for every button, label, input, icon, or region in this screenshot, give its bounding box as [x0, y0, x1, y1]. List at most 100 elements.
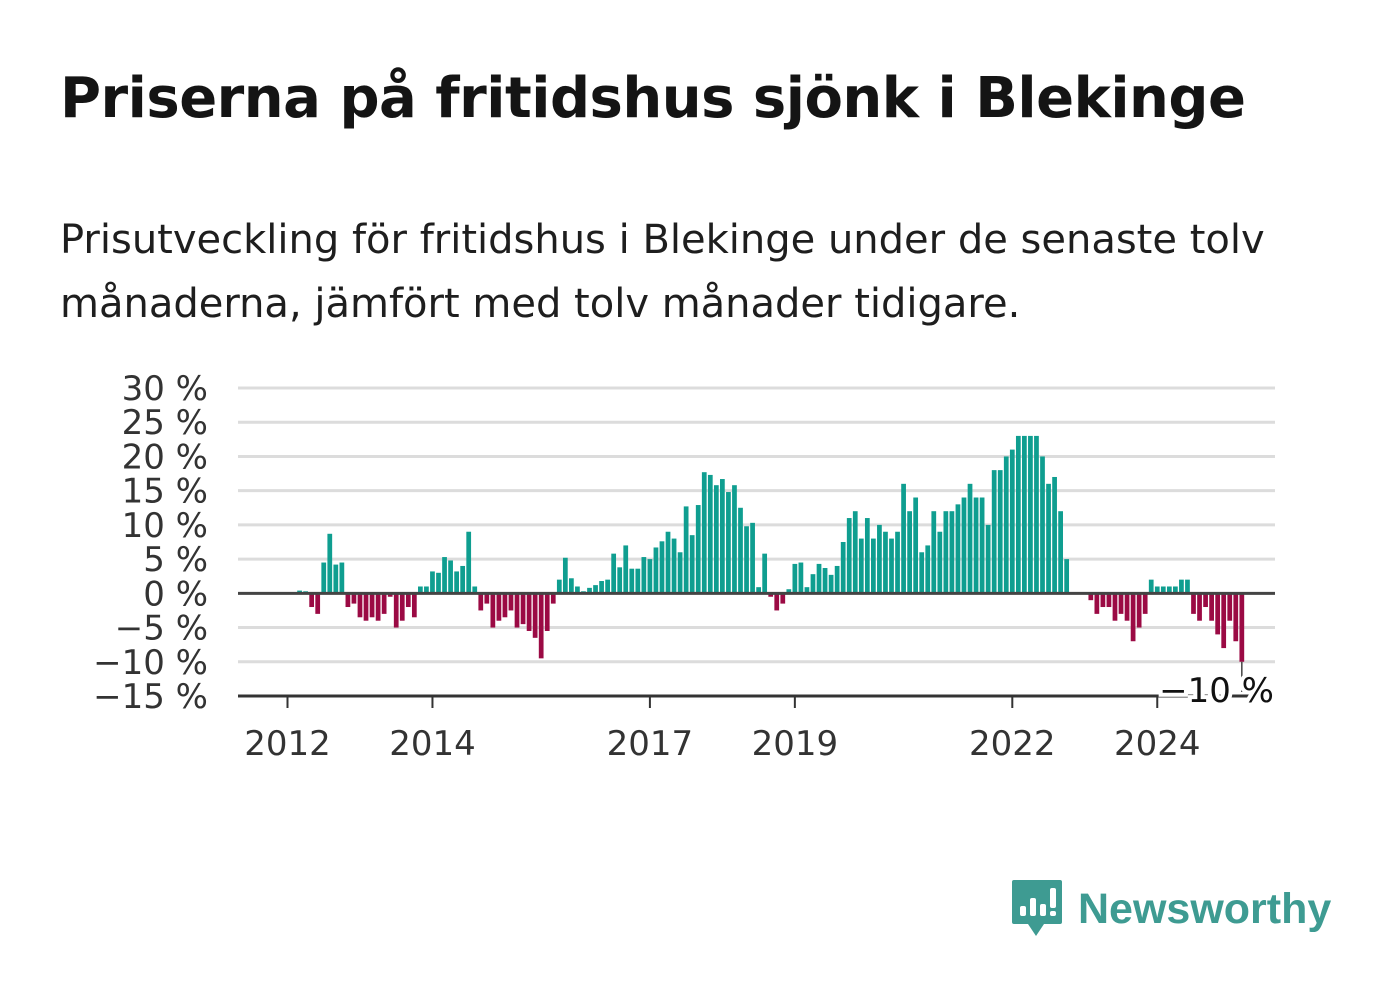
bar [665, 531, 671, 594]
x-tick-label: 2019 [752, 724, 839, 764]
bar [635, 568, 641, 594]
y-tick-label: 20 % [122, 437, 208, 477]
bar [466, 531, 472, 594]
bar [864, 518, 870, 594]
bar [738, 507, 743, 594]
bar [913, 497, 919, 594]
bar [677, 552, 683, 594]
bar [1034, 435, 1039, 594]
bar [659, 541, 665, 594]
x-axis: 2012 2014 2017 2019 2022 2024 [238, 694, 1275, 764]
bar [623, 545, 629, 594]
bar [569, 578, 574, 594]
gridlines [238, 386, 1275, 664]
bar [327, 533, 333, 594]
bar [1088, 593, 1094, 601]
newsworthy-logo-icon [1012, 880, 1062, 936]
bar [786, 589, 792, 594]
bar-chart: 30 %25 %20 %15 %10 %5 %0 %−5 %−10 %−15 %… [93, 369, 1275, 764]
bar [448, 560, 453, 594]
x-tick-label: 2012 [244, 724, 331, 764]
bar [1233, 593, 1239, 642]
bar [1160, 586, 1166, 594]
bar [689, 535, 695, 594]
bar [846, 518, 852, 594]
bar [333, 564, 339, 594]
bar [1046, 483, 1051, 594]
bar [707, 474, 713, 594]
bar [1106, 593, 1112, 608]
y-tick-label: 5 % [143, 540, 208, 580]
bar [363, 593, 369, 621]
bar [418, 586, 423, 594]
bar [514, 593, 520, 628]
bar [828, 574, 834, 594]
bar [961, 497, 967, 594]
bar [973, 497, 979, 594]
bar [611, 553, 617, 594]
bar [798, 562, 804, 594]
last-value-annotation: −10 % [1159, 671, 1274, 711]
bar [720, 479, 725, 594]
y-tick-label: −10 % [93, 643, 208, 683]
bar [321, 562, 327, 594]
bar [895, 531, 900, 594]
bar [1094, 593, 1100, 614]
y-tick-label: 30 % [122, 369, 208, 409]
bar [726, 492, 731, 594]
bar [339, 562, 345, 594]
bar [852, 511, 858, 594]
bar [532, 593, 538, 638]
bar [357, 593, 363, 618]
bar [1136, 593, 1142, 628]
bar [1209, 593, 1214, 621]
bar [562, 557, 568, 594]
bar [1197, 593, 1202, 621]
bar [1148, 579, 1154, 594]
bar [508, 593, 514, 611]
bar [1040, 456, 1045, 594]
bar [460, 565, 466, 594]
bar [943, 511, 949, 594]
x-tick-label: 2017 [607, 724, 694, 764]
bar [442, 557, 447, 594]
bar [919, 552, 925, 594]
bar [822, 568, 828, 594]
bar [351, 593, 357, 604]
bar [381, 593, 387, 614]
bar [955, 504, 961, 594]
bar [1124, 593, 1130, 621]
bar [937, 531, 943, 594]
bar [1239, 593, 1245, 662]
bar [1022, 435, 1027, 594]
bar [309, 593, 315, 608]
bar [490, 593, 496, 628]
bar [762, 553, 768, 594]
bar [411, 593, 417, 618]
bar [641, 557, 647, 594]
bar [834, 565, 840, 594]
bar [605, 579, 610, 594]
bar [1215, 593, 1221, 635]
bar [430, 571, 435, 594]
bar [979, 497, 985, 594]
bar [399, 593, 405, 621]
bars [297, 435, 1245, 662]
bar [750, 522, 755, 594]
bar [405, 593, 411, 608]
bar [858, 538, 864, 594]
bar [810, 574, 816, 594]
bar [593, 585, 598, 594]
bar [713, 485, 719, 594]
bar [780, 593, 786, 604]
y-axis-labels: 30 %25 %20 %15 %10 %5 %0 %−5 %−10 %−15 % [93, 369, 208, 717]
bar [774, 593, 780, 611]
bar [1221, 593, 1227, 649]
bar [520, 593, 526, 625]
bar [369, 593, 375, 618]
bar [792, 563, 798, 594]
bar [629, 568, 635, 594]
bar [889, 538, 894, 594]
y-tick-label: 25 % [122, 403, 208, 443]
bar [949, 511, 955, 594]
